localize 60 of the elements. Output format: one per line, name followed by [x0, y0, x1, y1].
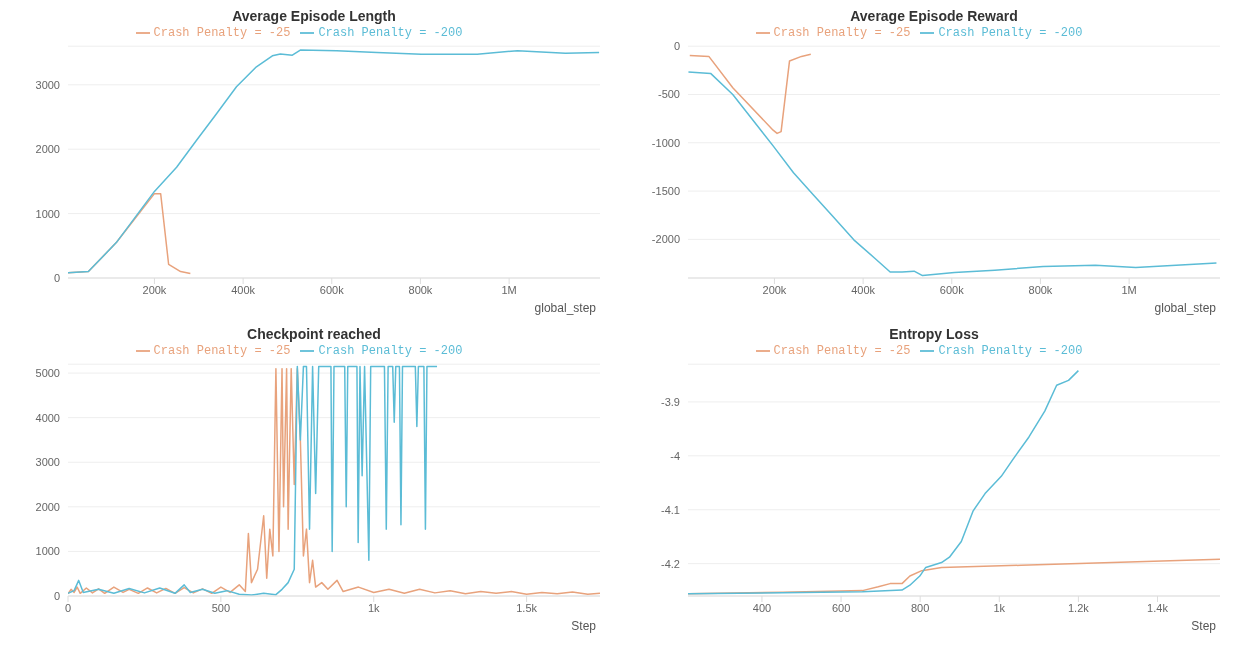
y-tick-label: -2000	[651, 233, 680, 246]
x-tick-label: 1M	[1121, 283, 1137, 296]
y-tick-label: -500	[657, 88, 680, 101]
x-tick-label: 200k	[762, 283, 787, 296]
x-tick-label: 200k	[142, 283, 167, 296]
line-series	[68, 49, 600, 274]
x-tick-label: 1.4k	[1147, 601, 1169, 614]
x-tick-label: 0	[64, 601, 72, 614]
y-tick-label: -4	[670, 449, 680, 462]
legend-label: Crash Penalty = -25	[153, 344, 291, 359]
legend-label: Crash Penalty = -200	[938, 344, 1083, 359]
x-axis-title: global_step	[1154, 301, 1217, 315]
y-tick-label: 0	[53, 271, 60, 284]
x-axis-title: Step	[1191, 619, 1217, 633]
x-tick-label: 1.2k	[1068, 601, 1090, 614]
x-tick-label: 600k	[319, 283, 345, 296]
x-tick-label: 800k	[408, 283, 433, 296]
y-tick-label: -1000	[651, 136, 680, 149]
line-series	[689, 53, 812, 135]
x-axis-title: global_step	[534, 301, 597, 315]
line-series	[688, 71, 1218, 277]
legend-label: Crash Penalty = -200	[318, 26, 463, 41]
y-tick-label: 0	[673, 40, 680, 53]
legend-label: Crash Penalty = -200	[318, 344, 463, 359]
chart-title: Checkpoint reached	[246, 326, 382, 344]
x-tick-label: 400k	[851, 283, 876, 296]
y-tick-label: 1000	[35, 545, 60, 558]
x-tick-label: 1k	[367, 601, 381, 614]
x-tick-label: 600k	[939, 283, 965, 296]
y-tick-label: -4.1	[661, 503, 680, 516]
x-tick-label: 800k	[1028, 283, 1053, 296]
y-tick-label: 4000	[35, 411, 60, 424]
y-tick-label: -1500	[651, 184, 680, 197]
x-tick-label: 400	[752, 601, 772, 614]
y-tick-label: 1000	[35, 207, 60, 220]
y-tick-label: 2000	[35, 500, 60, 513]
x-tick-label: 600	[831, 601, 851, 614]
chart-title: Entropy Loss	[888, 326, 980, 344]
line-series	[688, 369, 1080, 595]
legend-label: Crash Penalty = -25	[773, 26, 911, 41]
chart-title: Average Episode Length	[231, 8, 397, 26]
x-tick-label: 1k	[993, 601, 1006, 614]
line-series	[68, 365, 438, 596]
legend-label: Crash Penalty = -25	[153, 26, 291, 41]
x-tick-label: 500	[211, 601, 231, 614]
y-tick-label: -4.2	[661, 557, 680, 570]
legend-label: Crash Penalty = -200	[938, 26, 1083, 41]
x-tick-label: 800	[911, 601, 930, 614]
y-tick-label: 3000	[35, 456, 60, 469]
y-tick-label: 3000	[35, 78, 60, 91]
x-tick-label: 1M	[501, 283, 517, 296]
y-tick-label: -3.9	[661, 395, 680, 408]
x-axis-title: Step	[571, 619, 597, 633]
y-tick-label: 0	[53, 589, 60, 602]
y-tick-label: 5000	[35, 366, 60, 379]
x-tick-label: 1.5k	[516, 601, 538, 614]
x-tick-label: 400k	[231, 283, 256, 296]
chart-title: Average Episode Reward	[849, 8, 1019, 26]
legend-label: Crash Penalty = -25	[773, 344, 911, 359]
y-tick-label: 2000	[35, 143, 60, 156]
